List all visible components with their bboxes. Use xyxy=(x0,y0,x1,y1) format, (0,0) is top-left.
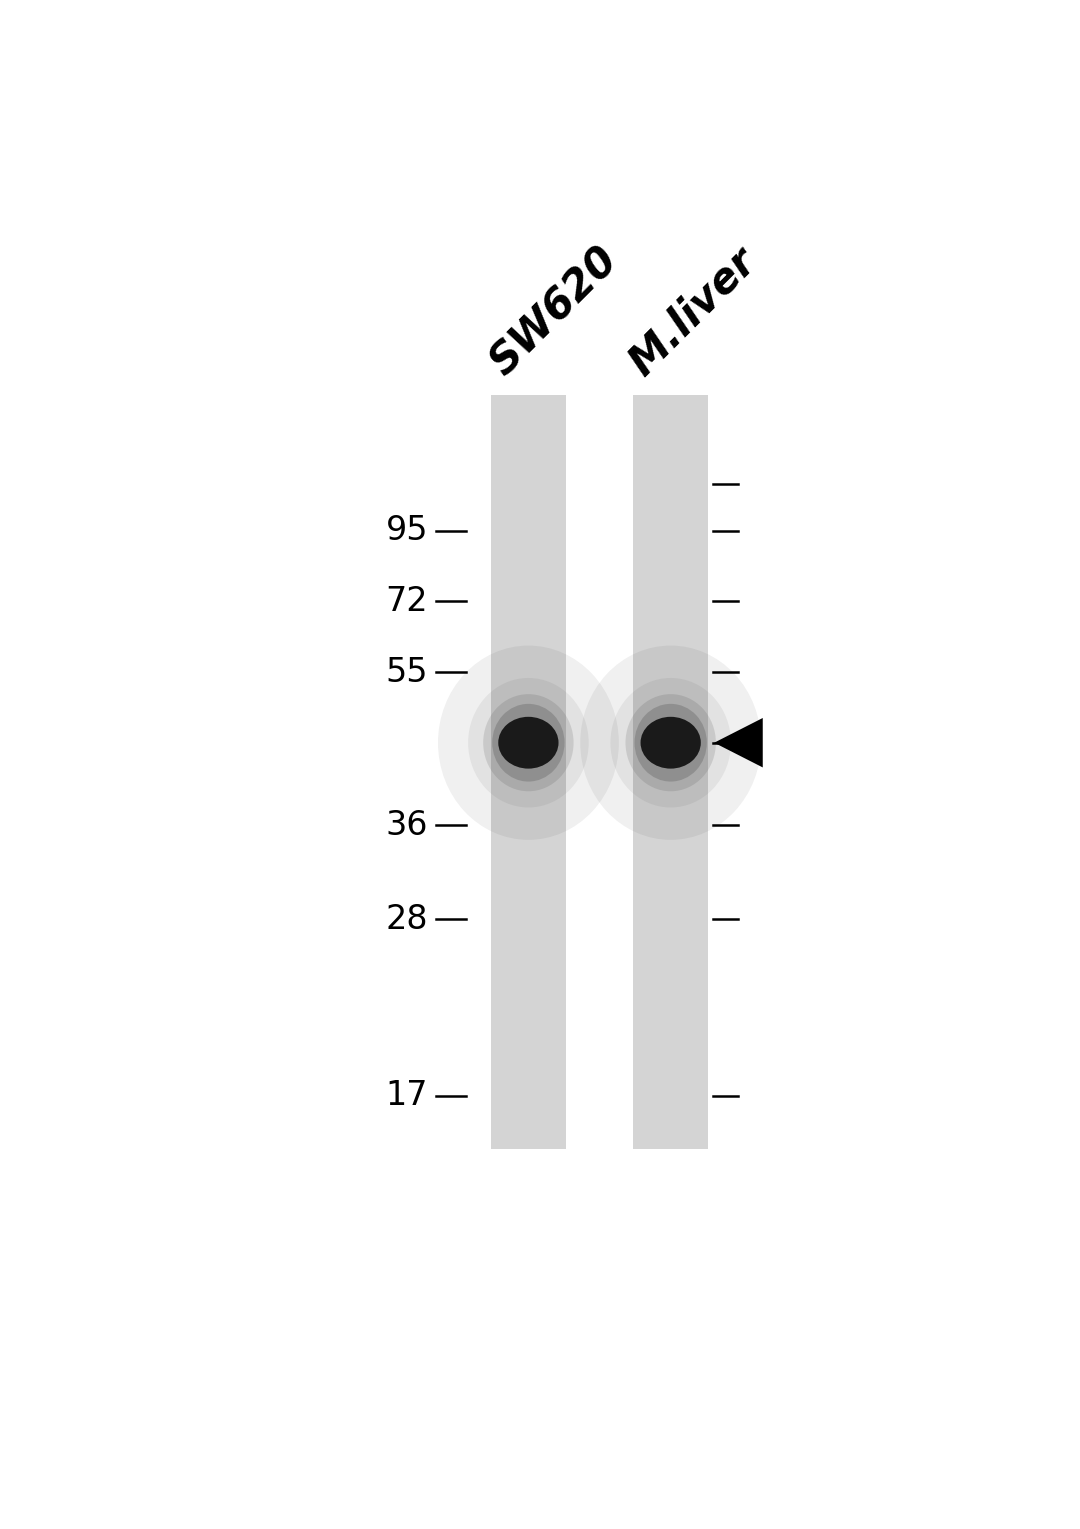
Ellipse shape xyxy=(483,694,573,792)
Ellipse shape xyxy=(625,694,716,792)
Text: 28: 28 xyxy=(386,902,428,936)
Bar xyxy=(633,396,708,1148)
Text: 17: 17 xyxy=(386,1079,428,1113)
Text: 55: 55 xyxy=(386,656,428,688)
Ellipse shape xyxy=(468,677,589,807)
Ellipse shape xyxy=(492,703,565,781)
Text: SW620: SW620 xyxy=(482,239,626,384)
Ellipse shape xyxy=(498,717,558,769)
Text: 36: 36 xyxy=(386,809,428,841)
Bar xyxy=(490,396,566,1148)
Ellipse shape xyxy=(610,677,731,807)
Text: 95: 95 xyxy=(386,514,428,547)
Ellipse shape xyxy=(438,645,619,839)
Text: M.liver: M.liver xyxy=(620,240,764,384)
Ellipse shape xyxy=(640,717,701,769)
Ellipse shape xyxy=(580,645,761,839)
Text: 72: 72 xyxy=(386,586,428,618)
Polygon shape xyxy=(714,719,762,768)
Ellipse shape xyxy=(635,703,706,781)
